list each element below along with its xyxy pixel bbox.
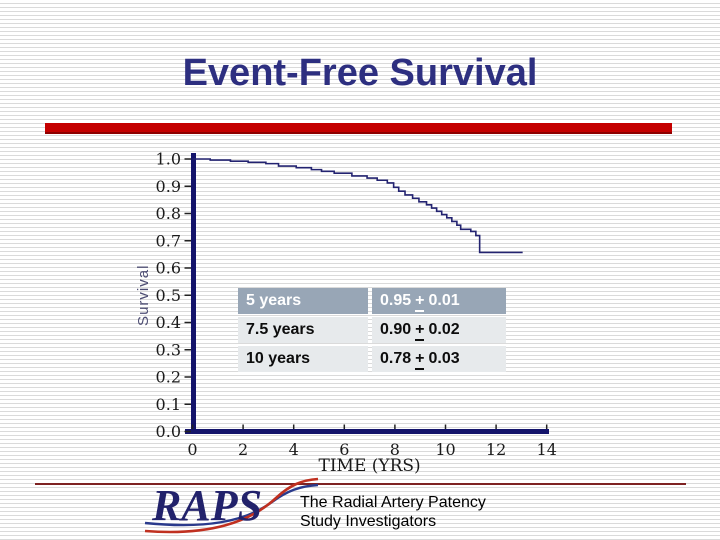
y-tick-label: 0.6	[156, 259, 181, 278]
footer-divider-line	[35, 483, 686, 485]
x-tick-label: 6	[339, 440, 349, 459]
x-tick-label: 10	[435, 440, 455, 459]
y-tick-label: 1.0	[156, 150, 181, 169]
slide-title: Event-Free Survival	[182, 52, 538, 94]
y-tick-label: 0.4	[156, 313, 181, 332]
caption-line-2: Study Investigators	[300, 513, 437, 530]
table-row-label: 5 years	[238, 288, 368, 314]
value-text: 0.95	[380, 292, 412, 309]
y-tick-label: 0.9	[156, 177, 181, 196]
table-row-label: 7.5 years	[238, 317, 368, 343]
caption-line-1: The Radial Artery Patency	[300, 494, 486, 511]
table-row-value: 0.95 +0.01	[372, 288, 506, 314]
title-accent-bar	[45, 123, 672, 134]
y-axis-title: Survival	[135, 265, 152, 326]
x-axis-title: TIME (YRS)	[318, 456, 420, 476]
y-tick-label: 0.1	[156, 395, 181, 414]
footer-caption: The Radial Artery Patency Study Investig…	[300, 493, 486, 531]
plus-minus-symbol: +	[415, 321, 425, 341]
value-text: 0.78	[380, 350, 412, 367]
x-tick-label: 2	[238, 440, 248, 459]
raps-logo-swoosh-icon	[144, 477, 319, 534]
x-tick-label: 8	[390, 440, 400, 459]
table-row-label: 10 years	[238, 346, 368, 372]
error-text: 0.03	[428, 350, 460, 367]
y-tick-label: 0.8	[156, 204, 181, 223]
y-tick-label: 0.3	[156, 340, 181, 359]
raps-logo: RAPS	[152, 481, 263, 530]
table-row-value: 0.78 +0.03	[372, 346, 506, 372]
x-tick-label: 0	[187, 440, 197, 459]
survival-stats-table: 5 years 0.95 +0.01 7.5 years 0.90 +0.02 10…	[238, 288, 506, 372]
x-tick-label: 14	[537, 440, 557, 459]
error-text: 0.02	[428, 321, 460, 338]
table-row-value: 0.90 +0.02	[372, 317, 506, 343]
error-text: 0.01	[428, 292, 460, 309]
y-tick-label: 0.2	[156, 368, 181, 387]
x-tick-label: 12	[486, 440, 506, 459]
x-tick-label: 4	[289, 440, 299, 459]
survival-step-curve	[192, 158, 523, 254]
plus-minus-symbol: +	[415, 350, 425, 370]
plus-minus-symbol: +	[415, 292, 425, 312]
y-tick-label: 0.0	[156, 422, 181, 441]
y-tick-label: 0.7	[156, 231, 181, 250]
value-text: 0.90	[380, 321, 412, 338]
y-tick-label: 0.5	[156, 286, 181, 305]
